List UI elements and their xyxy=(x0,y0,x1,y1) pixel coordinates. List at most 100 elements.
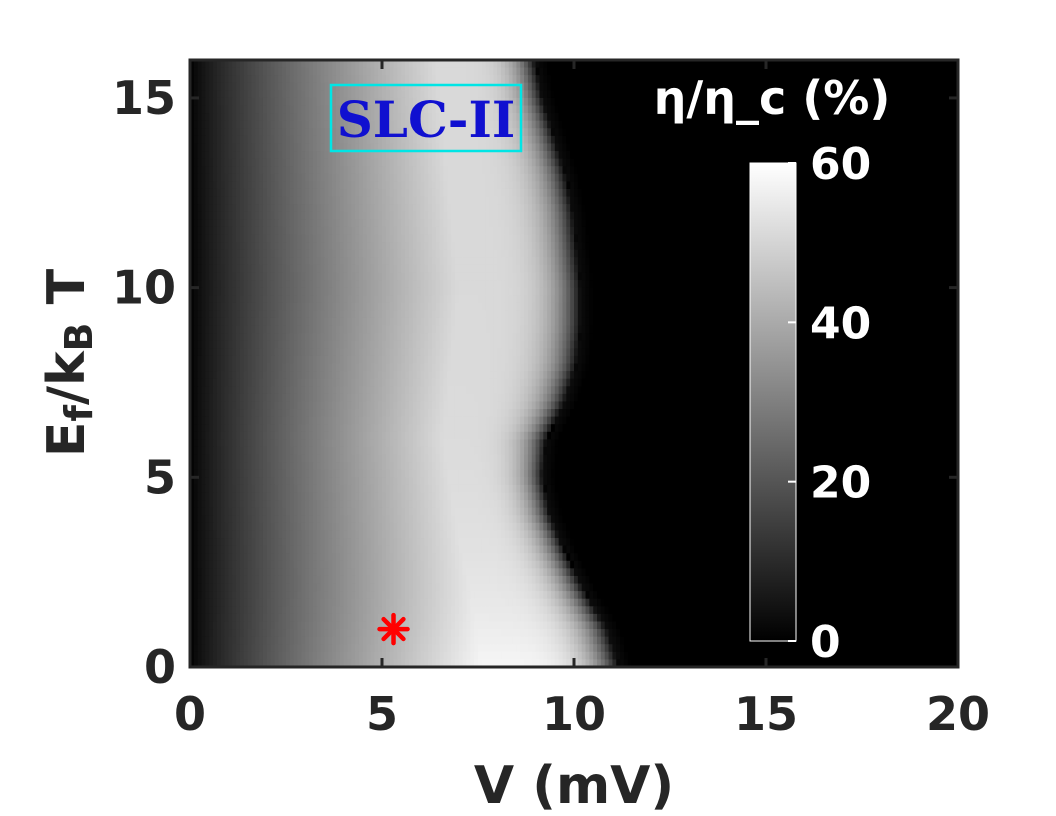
heatmap-cell xyxy=(781,75,786,84)
heatmap-cell xyxy=(289,211,295,220)
heatmap-cell xyxy=(708,113,713,122)
heatmap-cell xyxy=(343,188,349,198)
heatmap-cell xyxy=(712,135,717,145)
heatmap-cell xyxy=(405,196,410,205)
heatmap-cell xyxy=(259,67,264,76)
heatmap-cell xyxy=(712,105,717,114)
heatmap-cell xyxy=(819,226,825,236)
heatmap-cell xyxy=(431,188,437,198)
heatmap-cell xyxy=(942,173,948,182)
heatmap-cell xyxy=(205,188,210,198)
heatmap-cell xyxy=(892,60,898,69)
heatmap-cell xyxy=(493,90,498,99)
heatmap-cell xyxy=(566,173,571,182)
heatmap-cell xyxy=(255,128,260,137)
heatmap-cell xyxy=(704,219,709,228)
heatmap-cell xyxy=(205,120,210,129)
heatmap-cell xyxy=(531,113,537,122)
heatmap-cell xyxy=(746,211,752,220)
heatmap-cell xyxy=(504,226,510,236)
heatmap-cell xyxy=(581,226,587,236)
heatmap-cell xyxy=(243,226,249,236)
heatmap-cell xyxy=(742,60,748,69)
heatmap-cell xyxy=(689,82,694,91)
heatmap-cell xyxy=(904,151,909,160)
heatmap-cell xyxy=(527,196,533,205)
heatmap-cell xyxy=(474,60,479,69)
heatmap-cell xyxy=(812,67,817,76)
heatmap-cell xyxy=(316,90,322,99)
heatmap-cell xyxy=(259,128,264,137)
heatmap-cell xyxy=(666,60,671,69)
heatmap-cell xyxy=(466,166,471,175)
heatmap-cell xyxy=(689,196,694,205)
heatmap-cell xyxy=(946,158,951,167)
heatmap-cell xyxy=(370,120,375,129)
heatmap-cell xyxy=(666,204,671,213)
heatmap-cell xyxy=(339,75,345,84)
heatmap-cell xyxy=(259,97,264,107)
heatmap-cell xyxy=(727,60,733,69)
heatmap-cell xyxy=(343,204,349,213)
heatmap-cell xyxy=(393,158,398,167)
heatmap-cell xyxy=(301,97,306,107)
heatmap-cell xyxy=(696,128,702,137)
heatmap-cell xyxy=(570,211,575,220)
heatmap-cell xyxy=(570,196,575,205)
heatmap-cell xyxy=(416,128,421,137)
heatmap-cell xyxy=(777,82,782,91)
heatmap-cell xyxy=(236,128,241,137)
heatmap-cell xyxy=(750,67,756,76)
heatmap-cell xyxy=(670,75,675,84)
heatmap-cell xyxy=(401,75,406,84)
heatmap-cell xyxy=(862,158,867,167)
heatmap-cell xyxy=(255,234,260,243)
heatmap-cell xyxy=(316,158,322,167)
heatmap-cell xyxy=(316,105,322,114)
heatmap-cell xyxy=(762,143,767,152)
heatmap-cell xyxy=(447,188,452,198)
heatmap-cell xyxy=(769,97,775,107)
heatmap-cell xyxy=(274,196,279,205)
heatmap-cell xyxy=(493,60,498,69)
heatmap-cell xyxy=(339,166,345,175)
heatmap-cell xyxy=(516,128,521,137)
heatmap-cell xyxy=(385,151,391,160)
heatmap-cell xyxy=(439,128,445,137)
heatmap-cell xyxy=(332,219,337,228)
heatmap-cell xyxy=(547,188,552,198)
heatmap-cell xyxy=(577,82,583,91)
heatmap-cell xyxy=(481,173,487,182)
heatmap-cell xyxy=(662,158,667,167)
heatmap-cell xyxy=(236,234,241,243)
heatmap-cell xyxy=(689,67,694,76)
heatmap-cell xyxy=(197,60,203,69)
heatmap-cell xyxy=(954,120,958,129)
heatmap-cell xyxy=(950,158,955,167)
heatmap-cell xyxy=(804,211,809,220)
heatmap-cell xyxy=(458,181,464,190)
heatmap-cell xyxy=(635,151,640,160)
heatmap-cell xyxy=(255,173,260,182)
heatmap-cell xyxy=(320,151,325,160)
heatmap-cell xyxy=(927,82,932,91)
heatmap-cell xyxy=(769,120,775,129)
heatmap-cell xyxy=(293,226,299,236)
heatmap-cell xyxy=(228,67,233,76)
heatmap-cell xyxy=(201,242,206,251)
heatmap-cell xyxy=(504,67,510,76)
heatmap-cell xyxy=(597,219,602,228)
heatmap-cell xyxy=(831,67,836,76)
heatmap-cell xyxy=(428,151,433,160)
heatmap-cell xyxy=(424,97,429,107)
heatmap-cell xyxy=(520,60,525,69)
heatmap-cell xyxy=(742,105,748,114)
heatmap-cell xyxy=(858,120,863,129)
heatmap-cell xyxy=(750,60,756,69)
heatmap-cell xyxy=(577,188,583,198)
heatmap-cell xyxy=(497,234,502,243)
heatmap-cell xyxy=(815,211,821,220)
heatmap-cell xyxy=(458,67,464,76)
heatmap-cell xyxy=(643,60,648,69)
heatmap-cell xyxy=(946,75,951,84)
